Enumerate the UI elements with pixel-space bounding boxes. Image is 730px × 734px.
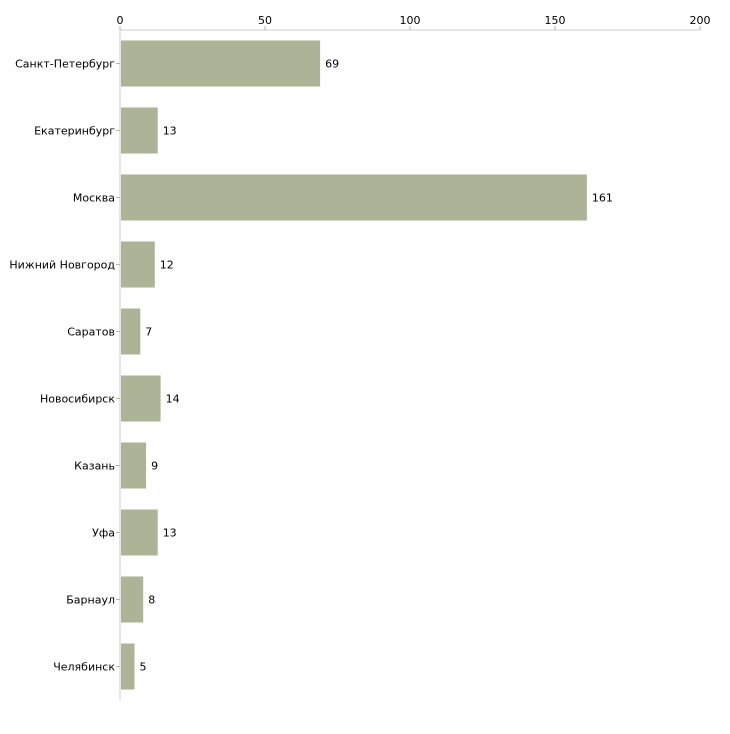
bar — [121, 442, 147, 489]
data-label: 69 — [325, 58, 339, 71]
x-tick-label: 50 — [258, 14, 272, 27]
bar — [121, 308, 141, 355]
data-label: 161 — [592, 192, 613, 205]
category-label: Нижний Новгород — [9, 259, 115, 272]
data-label: 5 — [140, 661, 147, 674]
category-label: Москва — [73, 192, 115, 205]
bar — [121, 643, 135, 690]
x-tick-label: 0 — [117, 14, 124, 27]
data-label: 13 — [163, 125, 177, 138]
data-label: 14 — [166, 393, 180, 406]
bar — [121, 241, 155, 288]
x-tick-label: 200 — [690, 14, 711, 27]
x-tick-label: 100 — [400, 14, 421, 27]
data-label: 13 — [163, 527, 177, 540]
category-label: Саратов — [67, 326, 115, 339]
category-label: Екатеринбург — [34, 125, 115, 138]
category-label: Санкт-Петербург — [15, 58, 115, 71]
category-label: Барнаул — [66, 594, 115, 607]
data-label: 7 — [145, 326, 152, 339]
category-label: Казань — [74, 460, 115, 473]
category-label: Челябинск — [53, 661, 115, 674]
x-tick-label: 150 — [545, 14, 566, 27]
category-label: Новосибирск — [40, 393, 115, 406]
data-label: 12 — [160, 259, 174, 272]
bar — [121, 174, 587, 221]
bar — [121, 375, 161, 422]
bar — [121, 40, 321, 87]
data-label: 9 — [151, 460, 158, 473]
bar — [121, 576, 144, 623]
category-label: Уфа — [92, 527, 115, 540]
data-label: 8 — [148, 594, 155, 607]
bar — [121, 107, 158, 154]
bar — [121, 509, 158, 556]
